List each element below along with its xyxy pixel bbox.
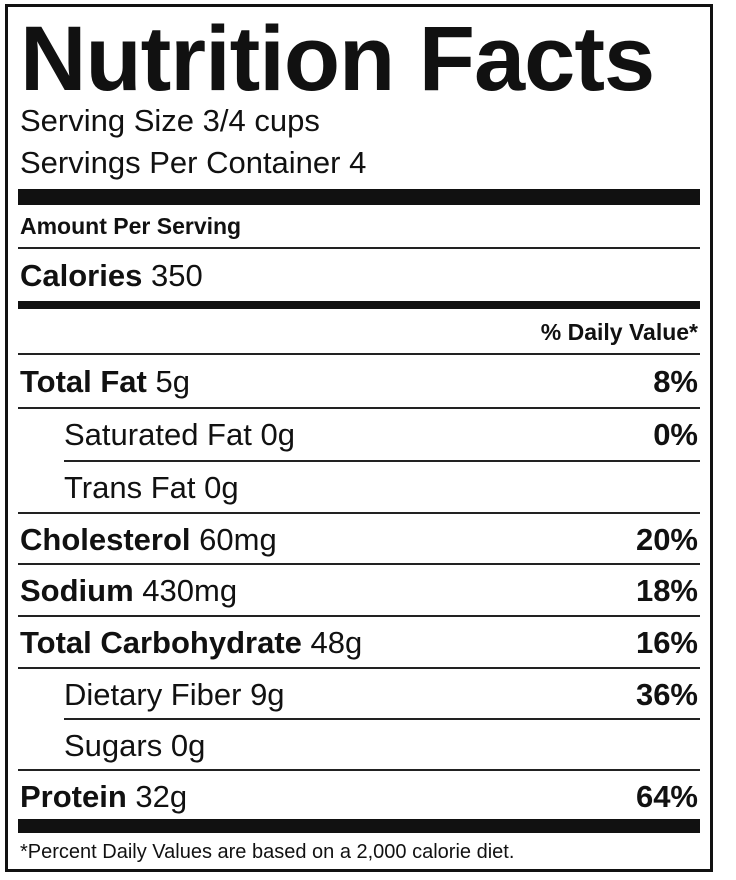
nutrition-facts-label: Nutrition Facts Serving Size 3/4 cups Se…: [5, 4, 713, 872]
nutrient-amount: 0g: [170, 728, 206, 763]
nutrient-row-protein: Protein 32g 64%: [20, 772, 698, 822]
nutrient-daily-value: 16%: [635, 625, 698, 660]
nutrient-amount: 9g: [250, 677, 285, 712]
divider: [18, 512, 700, 514]
amount-per-serving: Amount Per Serving: [20, 213, 242, 239]
nutrient-name: Dietary Fiber 9g: [64, 677, 285, 713]
nutrient-row-total-carbohydrate: Total Carbohydrate 48g 16%: [20, 618, 698, 668]
nutrient-label: Sugars: [64, 728, 163, 763]
calories-label: Calories: [20, 258, 143, 293]
nutrient-daily-value: 18%: [635, 573, 698, 608]
nutrient-amount: 0g: [204, 470, 239, 505]
nutrient-name: Total Fat 5g: [20, 364, 190, 400]
nutrient-label: Total Carbohydrate: [20, 625, 302, 660]
nutrient-daily-value: 0%: [653, 417, 698, 452]
nutrient-row-saturated-fat: Saturated Fat 0g 0%: [64, 410, 698, 460]
nutrient-name: Total Carbohydrate 48g: [20, 625, 362, 661]
divider: [18, 407, 700, 409]
label-title: Nutrition Facts: [20, 8, 655, 110]
nutrient-name: Saturated Fat 0g: [64, 417, 295, 453]
nutrient-label: Dietary Fiber: [64, 677, 242, 712]
daily-value-header: % Daily Value*: [540, 319, 698, 345]
nutrient-row-sodium: Sodium 430mg 18%: [20, 566, 698, 616]
nutrient-label: Protein: [20, 779, 127, 814]
divider: [64, 718, 700, 720]
divider: [18, 769, 700, 771]
nutrient-name: Protein 32g: [20, 779, 187, 815]
nutrient-amount: 430mg: [142, 573, 238, 608]
nutrient-name: Sugars 0g: [64, 728, 205, 764]
nutrient-name: Cholesterol 60mg: [20, 522, 277, 558]
nutrient-daily-value: 8%: [653, 364, 698, 399]
nutrient-daily-value: 20%: [635, 522, 698, 557]
medium-divider: [18, 301, 700, 309]
nutrient-label: Total Fat: [20, 364, 147, 399]
thick-divider-top: [18, 189, 700, 205]
calories-text: Calories 350: [20, 258, 203, 294]
calories-value: 350: [150, 258, 203, 293]
nutrient-label: Sodium: [20, 573, 134, 608]
serving-size: Serving Size 3/4 cups: [20, 103, 320, 138]
calories-row: Calories 350: [20, 251, 698, 301]
divider: [18, 353, 700, 355]
divider: [18, 247, 700, 249]
divider: [18, 615, 700, 617]
divider: [18, 667, 700, 669]
divider: [64, 460, 700, 462]
nutrient-amount: 32g: [135, 779, 188, 814]
nutrient-daily-value: 36%: [635, 677, 698, 712]
nutrient-row-total-fat: Total Fat 5g 8%: [20, 357, 698, 407]
nutrient-label: Cholesterol: [20, 522, 191, 557]
nutrient-amount: 5g: [155, 364, 190, 399]
nutrient-daily-value: 64%: [635, 779, 698, 814]
nutrient-amount: 60mg: [199, 522, 277, 557]
divider: [18, 563, 700, 565]
servings-per-container: Servings Per Container 4: [20, 145, 367, 180]
nutrient-name: Sodium 430mg: [20, 573, 237, 609]
nutrient-row-dietary-fiber: Dietary Fiber 9g 36%: [64, 670, 698, 720]
nutrient-label: Trans Fat: [64, 470, 196, 505]
nutrient-row-cholesterol: Cholesterol 60mg 20%: [20, 515, 698, 565]
nutrient-amount: 0g: [260, 417, 295, 452]
nutrient-row-sugars: Sugars 0g: [64, 721, 698, 771]
nutrient-name: Trans Fat 0g: [64, 470, 239, 506]
nutrient-amount: 48g: [310, 625, 363, 660]
footnote: *Percent Daily Values are based on a 2,0…: [20, 841, 515, 863]
nutrient-row-trans-fat: Trans Fat 0g: [64, 463, 698, 513]
thick-divider-bottom: [18, 819, 700, 833]
nutrient-label: Saturated Fat: [64, 417, 252, 452]
